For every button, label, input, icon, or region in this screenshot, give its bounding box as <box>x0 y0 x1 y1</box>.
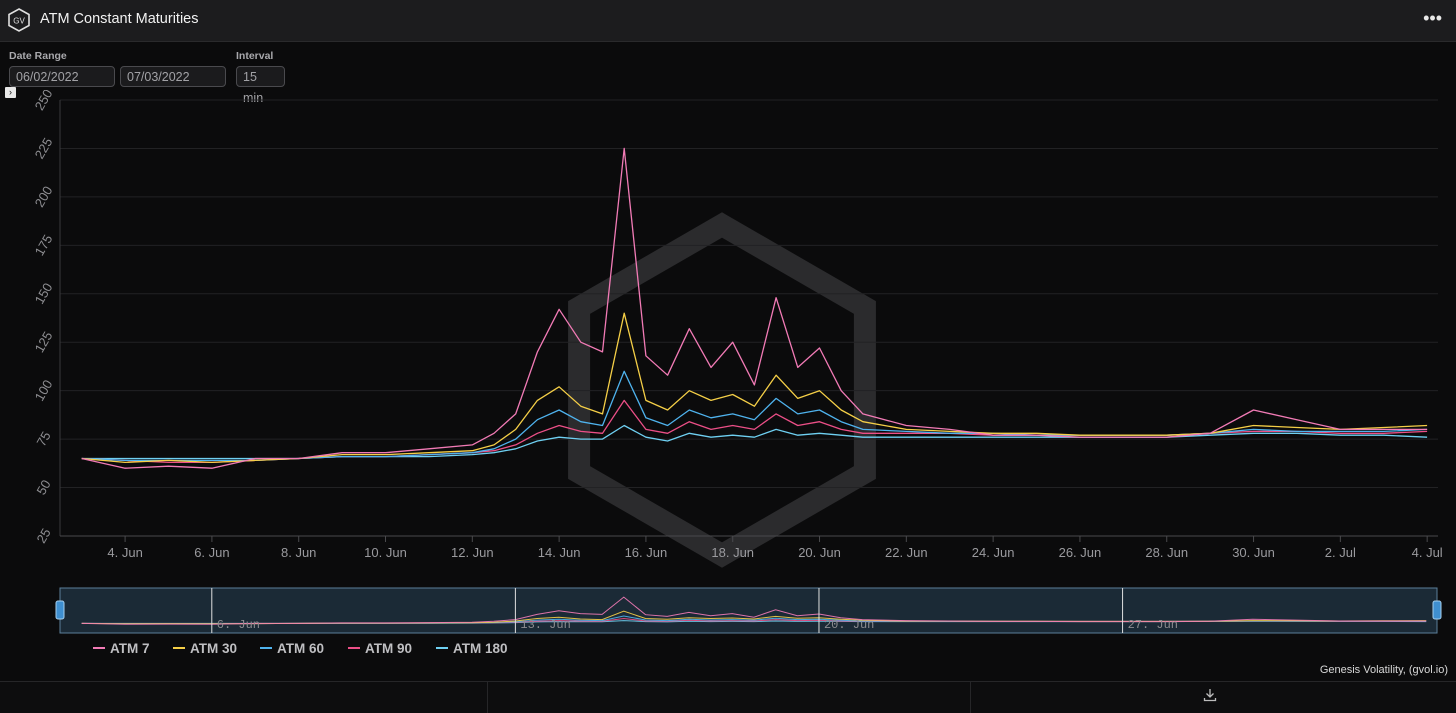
navigator-right-handle[interactable] <box>1432 600 1442 620</box>
legend-item[interactable]: ATM 30 <box>173 641 237 656</box>
y-tick-label: 200 <box>32 183 56 209</box>
x-tick-label: 20. Jun <box>798 545 841 560</box>
x-tick-label: 16. Jun <box>625 545 668 560</box>
series-line-atm-7 <box>81 147 1428 469</box>
series-line-atm-30 <box>81 312 1428 464</box>
navigator-label: 20. Jun <box>824 618 874 632</box>
legend-item[interactable]: ATM 90 <box>348 641 412 656</box>
legend-item[interactable]: ATM 60 <box>260 641 324 656</box>
gv-logo-icon: GV <box>8 8 30 32</box>
y-tick-label: 125 <box>32 329 56 355</box>
footer-divider <box>487 681 488 713</box>
x-tick-label: 8. Jun <box>281 545 316 560</box>
x-tick-label: 28. Jun <box>1145 545 1188 560</box>
y-tick-label: 75 <box>33 429 53 449</box>
y-tick-label: 150 <box>32 280 56 306</box>
watermark-hexagon <box>568 212 876 568</box>
svg-text:GV: GV <box>13 17 25 26</box>
footer-divider <box>970 681 971 713</box>
more-options-icon[interactable]: ••• <box>1423 8 1442 28</box>
legend-label: ATM 180 <box>453 641 508 656</box>
x-tick-label: 22. Jun <box>885 545 928 560</box>
x-tick-label: 18. Jun <box>711 545 754 560</box>
x-tick-label: 2. Jul <box>1325 545 1356 560</box>
legend: ATM 7 ATM 30 ATM 60 ATM 90 ATM 180 <box>93 641 508 656</box>
start-date-input[interactable]: 06/02/2022 <box>9 66 115 87</box>
x-tick-label: 10. Jun <box>364 545 407 560</box>
page-title: ATM Constant Maturities <box>40 11 199 27</box>
legend-label: ATM 7 <box>110 641 150 656</box>
interval-label: Interval <box>236 50 274 62</box>
navigator-series <box>81 596 1427 625</box>
x-tick-label: 12. Jun <box>451 545 494 560</box>
footer-bar <box>0 681 1456 713</box>
navigator-left-handle[interactable] <box>55 600 65 620</box>
watermark-logo <box>568 212 876 568</box>
date-range-label: Date Range <box>9 50 67 62</box>
legend-item[interactable]: ATM 7 <box>93 641 150 656</box>
legend-item[interactable]: ATM 180 <box>436 641 508 656</box>
x-tick-label: 4. Jun <box>107 545 142 560</box>
navigator-label: 6. Jun <box>217 618 260 632</box>
y-tick-label: 100 <box>32 377 56 403</box>
chart-svg: 25 50 75 100 125 150 175 200 225 250 4. Jun 6. Jun 8… <box>32 90 1443 656</box>
x-tick-label: 6. Jun <box>194 545 229 560</box>
y-tick-label: 50 <box>33 477 53 497</box>
navigator-window <box>59 587 1438 634</box>
y-tick-label: 250 <box>32 90 56 113</box>
legend-label: ATM 60 <box>277 641 324 656</box>
navigator[interactable]: 6. Jun 13. Jun 20. Jun 27. Jun <box>55 587 1442 634</box>
x-tick-label: 24. Jun <box>972 545 1015 560</box>
x-tick-label: 30. Jun <box>1232 545 1275 560</box>
y-tick-label: 25 <box>33 526 53 546</box>
app-header: GV ATM Constant Maturities ••• <box>0 0 1456 42</box>
download-icon[interactable] <box>1202 687 1218 703</box>
x-tick-label: 14. Jun <box>538 545 581 560</box>
interval-select[interactable]: 15 min <box>236 66 285 105</box>
y-tick-label: 175 <box>32 232 56 258</box>
x-tick-label: 26. Jun <box>1059 545 1102 560</box>
end-date-input[interactable]: 07/03/2022 <box>120 66 226 87</box>
expand-toggle-icon[interactable]: › <box>5 87 16 98</box>
navigator-label: 13. Jun <box>520 618 570 632</box>
legend-label: ATM 30 <box>190 641 237 656</box>
x-tick-label: 4. Jul <box>1412 545 1443 560</box>
credit-text: Genesis Volatility, (gvol.io) <box>1319 664 1448 676</box>
navigator-label: 27. Jun <box>1128 618 1178 632</box>
plot-area: 25 50 75 100 125 150 175 200 225 250 4. Jun 6. Jun 8… <box>32 90 1443 560</box>
legend-label: ATM 90 <box>365 641 412 656</box>
y-tick-label: 225 <box>32 135 56 161</box>
